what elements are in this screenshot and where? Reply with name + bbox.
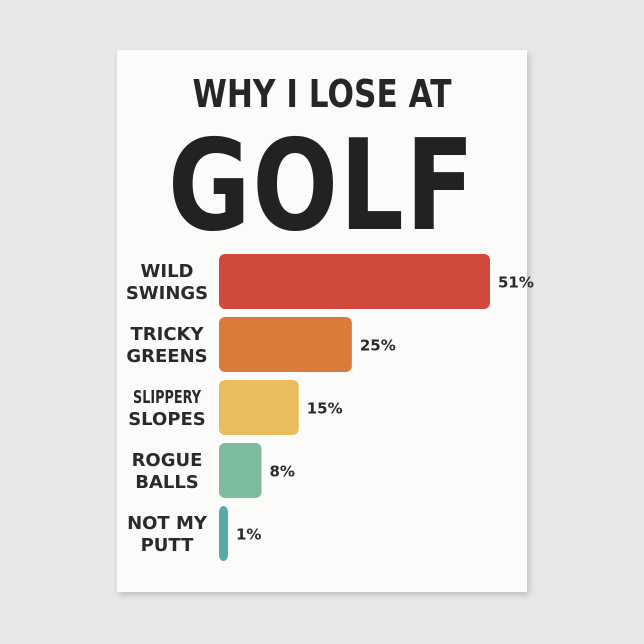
category-label: WILD — [141, 261, 194, 282]
title-line-2: GOLF — [168, 112, 476, 259]
bar — [219, 254, 490, 309]
category-label: ROGUE — [132, 450, 203, 471]
bar — [219, 317, 352, 372]
value-label: 51% — [498, 274, 534, 292]
bar — [219, 506, 228, 561]
category-label: BALLS — [135, 472, 199, 493]
value-label: 15% — [307, 400, 343, 418]
bar — [219, 443, 262, 498]
category-label: PUTT — [141, 535, 195, 556]
category-label: TRICKY — [130, 324, 204, 345]
category-label: SLIPPERY — [133, 387, 202, 408]
value-label: 8% — [270, 463, 295, 481]
category-label: GREENS — [126, 346, 207, 367]
title-line-1: WHY I LOSE AT — [192, 72, 452, 116]
category-label: SWINGS — [126, 283, 208, 304]
bar — [219, 380, 299, 435]
category-label: NOT MY — [127, 513, 208, 534]
category-label: SLOPES — [128, 409, 206, 430]
value-label: 1% — [236, 526, 261, 544]
value-label: 25% — [360, 337, 396, 355]
postcard: WHY I LOSE AT GOLF — [117, 50, 527, 592]
